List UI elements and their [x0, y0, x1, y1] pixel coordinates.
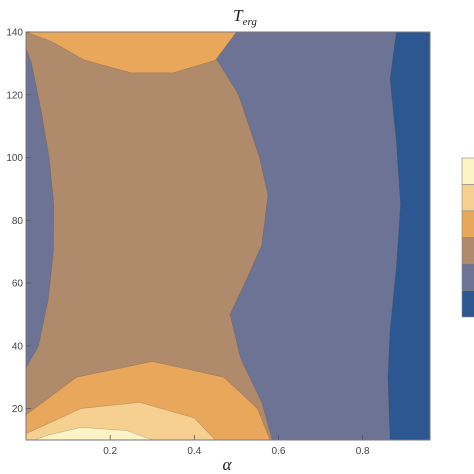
x-tick-label: 0.6	[272, 446, 286, 457]
title-main: T	[233, 6, 244, 25]
legend-swatch-level-6	[461, 290, 474, 318]
x-tick-label: 0.4	[187, 446, 201, 457]
y-tick-label: 20	[12, 404, 24, 415]
y-axis-ticks: 20 40 60 80 100 120 140	[6, 28, 31, 415]
x-axis-label: α	[223, 455, 233, 474]
legend-swatch-level-1	[461, 157, 474, 185]
legend-swatch-level-3	[461, 210, 474, 238]
x-tick-label: 0.8	[356, 446, 370, 457]
color-legend	[461, 157, 474, 318]
x-axis-ticks: 0.2 0.4 0.6 0.8	[103, 435, 370, 457]
contour-region-level-5	[25, 47, 55, 369]
y-tick-label: 40	[12, 341, 24, 352]
chart-title: Terg	[233, 6, 257, 28]
plot-frame	[25, 31, 431, 441]
contour-region-level-3	[25, 31, 237, 74]
title-subscript: erg	[243, 16, 258, 28]
legend-swatch-level-2	[461, 184, 474, 212]
x-tick-label: 0.2	[103, 446, 117, 457]
y-tick-label: 80	[12, 216, 24, 227]
y-tick-label: 60	[12, 279, 24, 290]
y-tick-label: 120	[6, 90, 23, 101]
legend-swatch-level-5	[461, 263, 474, 291]
y-tick-label: 140	[6, 28, 23, 39]
y-tick-label: 100	[6, 153, 23, 164]
contour-regions	[25, 31, 431, 441]
legend-swatch-level-4	[461, 237, 474, 265]
